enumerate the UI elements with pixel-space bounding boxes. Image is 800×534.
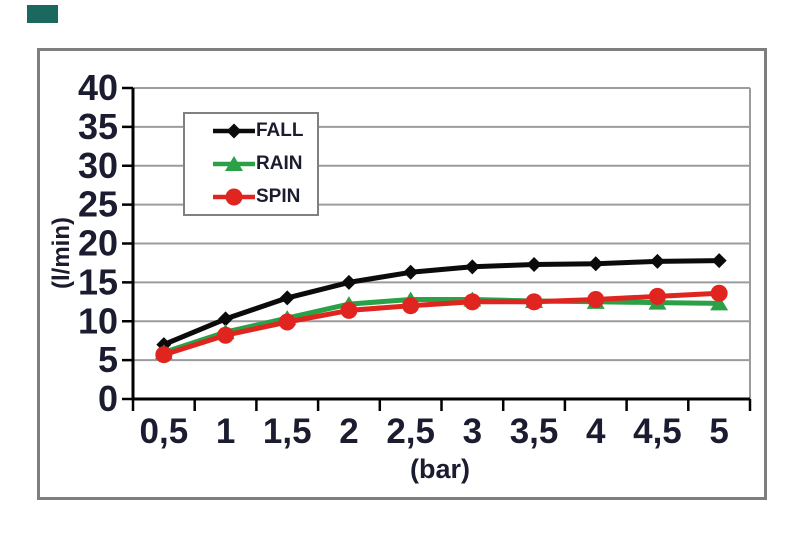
x-tick-label: 5 [709,412,728,451]
y-tick-label: 35 [78,106,118,147]
x-tick-label: 0,5 [140,412,189,451]
legend-item-fall: FALL [213,120,317,142]
legend-label: SPIN [256,186,301,208]
diamond-marker [711,253,727,269]
circle-marker [587,290,605,308]
diamond-legend-icon [213,123,255,139]
x-tick-label: 1 [216,412,235,451]
series-line [163,297,720,355]
series-spin [155,284,728,364]
x-tick-label: 3,5 [510,412,559,451]
y-tick-label: 5 [98,339,118,380]
circle-marker [402,297,420,315]
y-axis-title: (l/min) [48,217,75,289]
x-tick-label: 2 [339,412,358,451]
circle-marker [340,301,358,319]
diamond-marker [526,256,542,272]
circle-marker [225,188,243,206]
y-tick-label: 10 [78,300,118,341]
y-tick-label: 0 [98,378,118,419]
x-tick-label: 3 [463,412,482,451]
x-tick-label: 2,5 [386,412,435,451]
diamond-marker [649,253,665,269]
x-tick-label: 4 [586,412,606,451]
circle-marker [648,287,666,305]
triangle-marker [710,295,729,311]
series-line [163,290,720,358]
circle-marker [710,284,728,302]
legend: FALL RAIN SPIN [183,112,319,216]
circle-marker [525,293,543,311]
circle-marker [155,346,173,364]
y-tick-label: 15 [78,261,118,302]
x-tick-label: 1,5 [263,412,312,451]
y-tick-label: 30 [78,145,118,186]
circle-legend-icon [213,188,255,206]
chart-frame: 0 5 10 15 20 25 30 35 40 0,5 1 1,5 2 2,5 3 3,5 4 4,5 5 (l/… [37,48,767,500]
diamond-marker [226,123,242,139]
diamond-marker [403,264,419,280]
series [154,253,729,364]
x-axis-title: (bar) [410,454,470,484]
series-line [162,258,720,347]
legend-label: RAIN [256,152,303,174]
y-tick-label: 25 [78,184,118,225]
circle-marker [278,313,296,331]
triangle-marker [225,155,243,171]
legend-item-spin: SPIN [213,186,317,208]
corner-tag [27,5,58,23]
x-tick-label: 4,5 [633,412,682,451]
y-tick-label: 40 [78,67,118,108]
legend-item-rain: RAIN [213,153,317,175]
legend-label: FALL [256,119,304,141]
diamond-marker [279,290,295,306]
diamond-marker [464,259,480,275]
circle-marker [463,293,481,311]
triangle-legend-icon [213,155,255,171]
axes [122,86,752,411]
diamond-marker [218,311,234,327]
circle-marker [217,326,235,344]
diamond-marker [588,256,604,272]
diamond-marker [341,274,357,290]
y-tick-label: 20 [78,223,118,264]
